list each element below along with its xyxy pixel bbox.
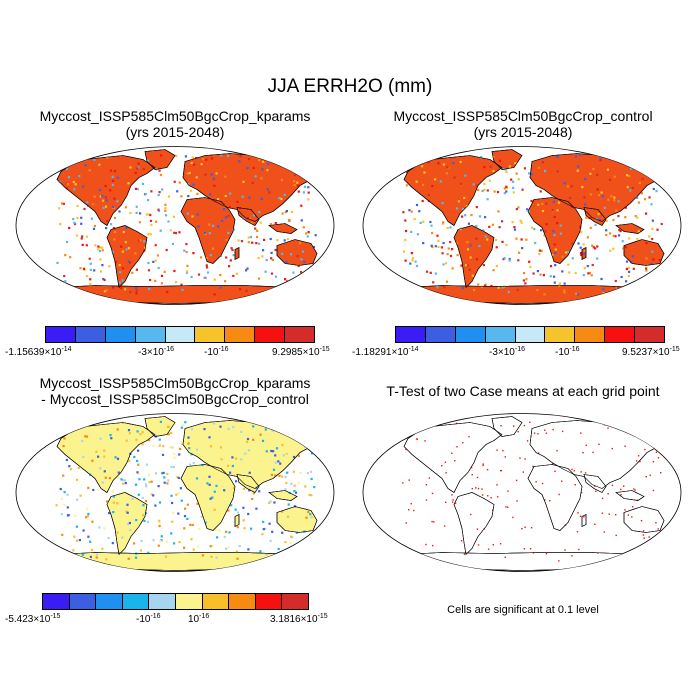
colorbar-difference — [42, 593, 309, 610]
panel-title-ttest: T-Test of two Case means at each grid po… — [386, 383, 660, 399]
panel-title-difference: Myccost_ISSP585Clm50BgcCrop_kparams - My… — [10, 375, 340, 407]
colorbar-max-label: 9.2985×10-15 — [272, 346, 330, 358]
colorbar-tick-label: -3×10-16 — [489, 346, 525, 358]
figure-title: JJA ERRH2O (mm) — [267, 76, 433, 97]
colorbar-swatch — [282, 594, 308, 609]
colorbar-tick-label: -3×10-16 — [138, 346, 174, 358]
colorbar-control — [395, 326, 665, 343]
colorbar-tick-label: -10-16 — [204, 346, 229, 358]
colorbar-swatch — [46, 327, 76, 342]
colorbar-swatch — [195, 327, 226, 342]
colorbar-swatch — [545, 327, 576, 342]
colorbar-max-label: 3.1816×10-15 — [270, 613, 328, 625]
colorbar-swatch — [285, 327, 315, 342]
colorbar-swatch — [149, 594, 176, 609]
panel-title-line1: Myccost_ISSP585Clm50BgcCrop_kparams — [39, 108, 311, 124]
colorbar-swatch — [425, 327, 456, 342]
colorbar-swatch — [575, 327, 606, 342]
colorbar-swatch — [396, 327, 426, 342]
colorbar-kparams — [45, 326, 315, 343]
colorbar-swatch — [485, 327, 516, 342]
map-ttest — [362, 413, 682, 572]
panel-title-line1: Myccost_ISSP585Clm50BgcCrop_control — [393, 108, 653, 124]
colorbar-swatch — [165, 327, 196, 342]
colorbar-swatch — [202, 594, 230, 609]
map-control — [362, 146, 682, 305]
panel-title-line2: (yrs 2015-2048) — [473, 124, 573, 140]
colorbar-swatch — [455, 327, 486, 342]
colorbar-swatch — [43, 594, 70, 609]
colorbar-swatch — [105, 327, 136, 342]
colorbar-min-label: -1.18291×10-14 — [352, 346, 419, 358]
colorbar-tick-label: 10-16 — [188, 613, 210, 625]
colorbar-tick-label: -10-16 — [555, 346, 580, 358]
colorbar-swatch — [255, 594, 283, 609]
colorbar-swatch — [225, 327, 256, 342]
panel-title-line2: (yrs 2015-2048) — [125, 124, 225, 140]
map-kparams — [15, 146, 335, 305]
colorbar-swatch — [635, 327, 665, 342]
colorbar-min-label: -5.423×10-15 — [5, 613, 61, 625]
panel-title-line2: - Myccost_ISSP585Clm50BgcCrop_control — [41, 391, 309, 407]
colorbar-swatch — [69, 594, 97, 609]
colorbar-swatch — [515, 327, 546, 342]
colorbar-swatch — [122, 594, 150, 609]
colorbar-swatch — [96, 594, 123, 609]
map-difference — [15, 413, 335, 572]
colorbar-swatch — [175, 594, 203, 609]
colorbar-swatch — [605, 327, 636, 342]
significance-note: Cells are significant at 0.1 level — [447, 604, 599, 616]
panel-title-control: Myccost_ISSP585Clm50BgcCrop_control (yrs… — [358, 108, 688, 140]
colorbar-swatch — [75, 327, 106, 342]
panel-title-kparams: Myccost_ISSP585Clm50BgcCrop_kparams (yrs… — [10, 108, 340, 140]
colorbar-swatch — [255, 327, 286, 342]
colorbar-min-label: -1.15639×10-14 — [5, 346, 72, 358]
colorbar-max-label: 9.5237×10-15 — [622, 346, 680, 358]
panel-title-line1: Myccost_ISSP585Clm50BgcCrop_kparams — [39, 375, 311, 391]
colorbar-swatch — [135, 327, 166, 342]
colorbar-swatch — [229, 594, 256, 609]
colorbar-tick-label: -10-16 — [136, 613, 161, 625]
